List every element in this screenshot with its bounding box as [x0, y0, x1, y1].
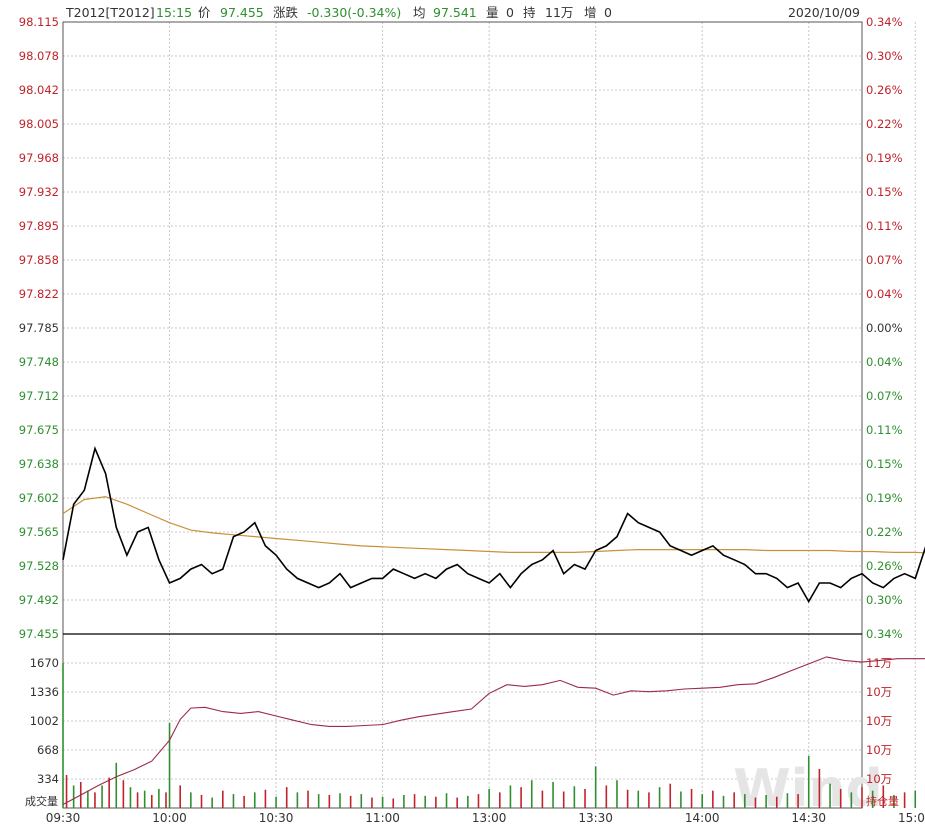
increase-label: 增 — [584, 5, 597, 20]
price-tick-label: 97.712 — [19, 389, 59, 403]
average-price-line — [62, 496, 925, 554]
date-value: 2020/10/09 — [788, 5, 860, 20]
line-layer — [62, 446, 925, 805]
percent-tick-label: 0.22% — [866, 117, 903, 131]
axis-label-layer: 09:30 10:00 10:30 11:00 13:00 13:30 14:00 14:30… — [19, 15, 925, 825]
percent-tick-label: 0.30% — [866, 593, 903, 607]
price-tick-label: 98.042 — [19, 83, 59, 97]
open-interest-tick-label: 10万 — [866, 685, 892, 699]
open-interest-tick-label: 10万 — [866, 772, 892, 786]
volume-tick-label: 668 — [37, 743, 59, 757]
volume-value: 0 — [506, 5, 514, 20]
header-bar: T2012[T2012] 15:15 价 97.455 涨跌 -0.330(-0… — [65, 5, 860, 20]
x-tick-label: 13:00 — [472, 811, 507, 825]
price-tick-label: 97.638 — [19, 457, 59, 471]
price-label: 价 — [198, 5, 211, 20]
percent-tick-label: 0.34% — [866, 627, 903, 641]
price-tick-label: 98.078 — [19, 49, 59, 63]
avg-value: 97.541 — [433, 5, 477, 20]
volume-label: 量 — [486, 5, 499, 20]
x-tick-label: 11:00 — [365, 811, 400, 825]
open-interest-line — [62, 656, 925, 805]
chart-frame — [62, 21, 863, 809]
percent-tick-label: 0.26% — [866, 559, 903, 573]
percent-tick-label: 0.00% — [866, 321, 903, 335]
percent-tick-label: 0.15% — [866, 185, 903, 199]
open-interest-value: 11万 — [545, 5, 573, 20]
price-tick-label: 97.968 — [19, 151, 59, 165]
price-tick-label: 97.528 — [19, 559, 59, 573]
x-tick-label: 14:30 — [791, 811, 826, 825]
volume-axis-label: 成交量 — [25, 794, 58, 808]
open-interest-tick-label: 11万 — [866, 656, 892, 670]
percent-tick-label: 0.04% — [866, 355, 903, 369]
volume-bars-layer — [62, 663, 917, 808]
frame-layer — [62, 21, 863, 809]
x-tick-label: 13:30 — [578, 811, 613, 825]
percent-tick-label: 0.22% — [866, 525, 903, 539]
percent-tick-label: 0.34% — [866, 15, 903, 29]
symbol-label: T2012[T2012] — [65, 5, 155, 20]
time-value: 15:15 — [156, 5, 192, 20]
price-tick-label: 97.565 — [19, 525, 59, 539]
volume-tick-label: 1002 — [30, 714, 59, 728]
percent-tick-label: 0.04% — [866, 287, 903, 301]
price-tick-label: 97.895 — [19, 219, 59, 233]
increase-value: 0 — [604, 5, 612, 20]
x-tick-label: 10:00 — [152, 811, 187, 825]
percent-tick-label: 0.19% — [866, 491, 903, 505]
open-interest-axis-label: 持仓量 — [866, 794, 899, 808]
percent-tick-label: 0.11% — [866, 423, 903, 437]
price-tick-label: 97.822 — [19, 287, 59, 301]
change-label: 涨跌 — [273, 5, 299, 20]
percent-tick-label: 0.07% — [866, 389, 903, 403]
volume-tick-label: 334 — [37, 772, 59, 786]
open-interest-label: 持 — [523, 5, 536, 20]
price-tick-label: 98.005 — [19, 117, 59, 131]
price-tick-label: 97.492 — [19, 593, 59, 607]
x-tick-label: 10:30 — [259, 811, 294, 825]
price-tick-label: 98.115 — [19, 15, 59, 29]
open-interest-tick-label: 10万 — [866, 743, 892, 757]
percent-tick-label: 0.15% — [866, 457, 903, 471]
grid-layer — [63, 22, 916, 808]
change-value: -0.330(-0.34%) — [307, 5, 401, 20]
price-tick-label: 97.675 — [19, 423, 59, 437]
x-tick-label: 14:00 — [685, 811, 720, 825]
percent-tick-label: 0.19% — [866, 151, 903, 165]
volume-tick-label: 1670 — [30, 656, 59, 670]
price-tick-label: 97.932 — [19, 185, 59, 199]
price-tick-label: 97.602 — [19, 491, 59, 505]
percent-tick-label: 0.07% — [866, 253, 903, 267]
price-tick-label: 97.455 — [19, 627, 59, 641]
price-tick-label: 97.858 — [19, 253, 59, 267]
open-interest-tick-label: 10万 — [866, 714, 892, 728]
percent-tick-label: 0.26% — [866, 83, 903, 97]
x-tick-label: 09:30 — [46, 811, 81, 825]
percent-tick-label: 0.30% — [866, 49, 903, 63]
volume-tick-label: 1336 — [30, 685, 59, 699]
price-tick-label: 97.785 — [19, 321, 59, 335]
price-line — [62, 446, 925, 604]
percent-tick-label: 0.11% — [866, 219, 903, 233]
price-tick-label: 97.748 — [19, 355, 59, 369]
avg-label: 均 — [413, 5, 426, 20]
x-tick-label: 15:00 — [898, 811, 925, 825]
price-value: 97.455 — [220, 5, 264, 20]
